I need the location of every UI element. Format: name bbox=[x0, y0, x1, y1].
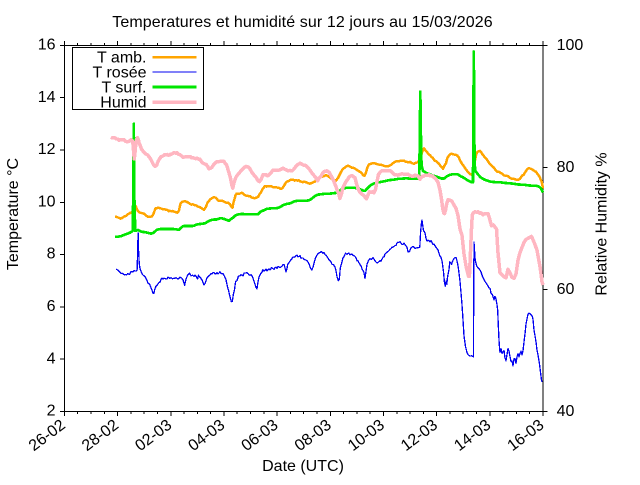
svg-text:80: 80 bbox=[557, 159, 575, 176]
svg-text:8: 8 bbox=[47, 246, 56, 263]
svg-text:Temperature °C: Temperature °C bbox=[5, 158, 22, 270]
svg-text:Relative Humidity %: Relative Humidity % bbox=[594, 152, 611, 295]
svg-text:10: 10 bbox=[38, 193, 56, 210]
svg-text:40: 40 bbox=[557, 403, 575, 420]
svg-text:4: 4 bbox=[47, 350, 56, 367]
svg-text:T amb.: T amb. bbox=[97, 50, 147, 67]
svg-text:T surf.: T surf. bbox=[101, 80, 146, 97]
svg-text:60: 60 bbox=[557, 281, 575, 298]
svg-text:12: 12 bbox=[38, 141, 56, 158]
svg-text:2: 2 bbox=[47, 403, 56, 420]
svg-text:T rosée: T rosée bbox=[93, 65, 147, 82]
svg-text:14: 14 bbox=[38, 89, 56, 106]
svg-text:100: 100 bbox=[557, 37, 584, 54]
svg-text:Date (UTC): Date (UTC) bbox=[262, 458, 344, 475]
svg-text:16: 16 bbox=[38, 37, 56, 54]
svg-text:Humid: Humid bbox=[100, 95, 146, 112]
svg-text:6: 6 bbox=[47, 298, 56, 315]
svg-text:Temperatures et humidité sur 1: Temperatures et humidité sur 12 jours au… bbox=[112, 14, 492, 31]
